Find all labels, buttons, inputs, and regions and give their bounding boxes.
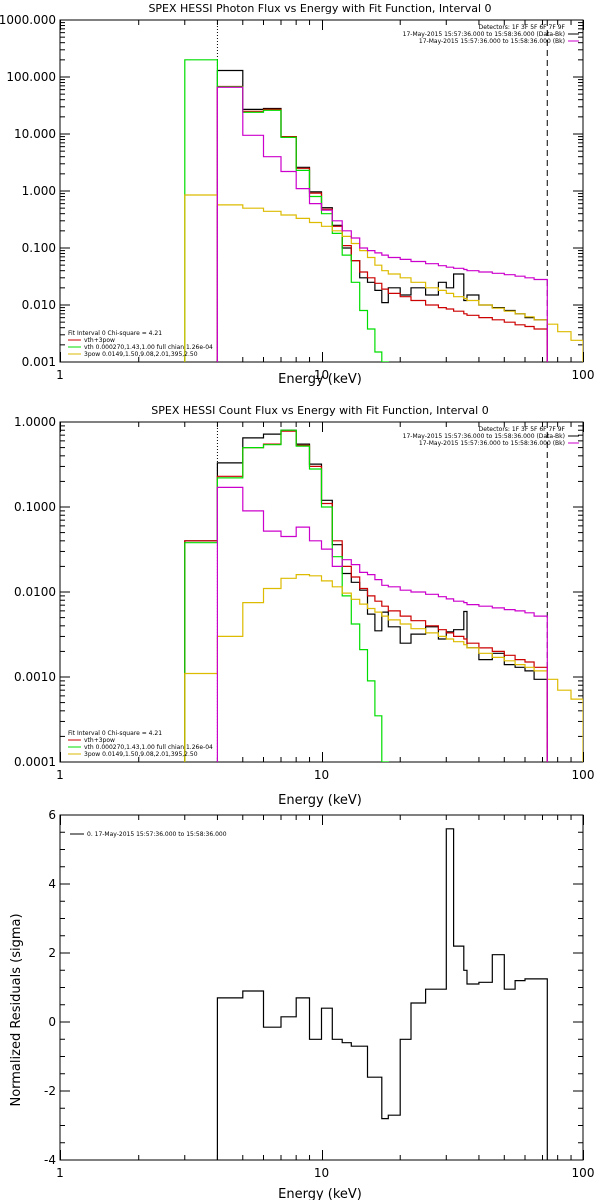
panel-title: SPEX HESSI Count Flux vs Energy with Fit… [151, 404, 488, 417]
x-tick-label: 100 [572, 368, 595, 382]
x-tick-label: 1 [56, 768, 64, 782]
y-tick-label: 0.001 [22, 355, 56, 369]
x-tick-label: 1 [56, 1166, 64, 1180]
series-line [184, 59, 389, 362]
series-line [216, 85, 548, 362]
annotation-text: 3pow 0.0149,1.50,9.08,2.01,395,2.50 [84, 351, 198, 358]
annotation-text: 17-May-2015 15:57:36.000 to 15:58:36.000… [419, 440, 565, 447]
y-tick-label: 0.0010 [14, 670, 56, 684]
y-tick-label: 1.0000 [14, 415, 56, 429]
y-tick-label: 10.000 [14, 127, 56, 141]
y-tick-label: 1000.000 [0, 13, 56, 27]
series-line [216, 828, 548, 1160]
annotation-text: vth+3pow [84, 337, 115, 344]
plot-area: 1 10 100 0.0001 0.0010 0.0100 0.1000 1.0000 Dete… [14, 415, 594, 782]
x-axis-label: Energy (keV) [278, 793, 362, 808]
series-group [184, 429, 583, 762]
annotation-text: Detectors: 1F 3F 5F 6F 7F 9F [479, 426, 566, 433]
x-axis-label: Energy (keV) [278, 372, 362, 387]
x-tick-label: 100 [572, 1166, 595, 1180]
x-tick-label: 10 [314, 368, 329, 382]
series-line [184, 430, 548, 762]
y-tick-label: 2 [48, 946, 56, 960]
y-tick-label: 6 [48, 808, 56, 822]
x-tick-label: 1 [56, 368, 64, 382]
annotation-text: 17-May-2015 15:57:36.000 to 15:58:36.000… [419, 38, 565, 45]
annotation-text: vth+3pow [84, 737, 115, 744]
annotation-text: Fit Interval 0 Chi-square = 4.21 [68, 330, 162, 337]
y-tick-label: 0 [48, 1015, 56, 1029]
panel-title: SPEX HESSI Photon Flux vs Energy with Fi… [148, 2, 491, 15]
y-tick-label: 0.0001 [14, 755, 56, 769]
y-tick-label: -4 [44, 1153, 56, 1167]
x-axis-label: Energy (keV) [278, 1187, 362, 1200]
y-tick-label: 4 [48, 877, 56, 891]
y-tick-label: 0.100 [22, 241, 56, 255]
legend-label: 0. 17-May-2015 15:57:36.000 to 15:58:36.… [87, 831, 227, 838]
annotation-text: Detectors: 1F 3F 5F 6F 7F 9F [479, 24, 566, 31]
series-group [216, 828, 548, 1160]
y-axis-label: Normalized Residuals (sigma) [9, 913, 24, 1106]
y-tick-label: 0.010 [22, 298, 56, 312]
plot-area: 1 10 100 0.001 0.010 0.100 1.000 10.000 100.000 1… [0, 13, 594, 382]
x-tick-label: 100 [572, 768, 595, 782]
series-line [216, 486, 548, 762]
panel-photon-flux: SPEX HESSI Photon Flux vs Energy with Fi… [0, 2, 594, 387]
panel-residuals: 1 10 100 -4 -2 0 2 4 6 0. 17-May-2015 15:57:36.00… [9, 808, 594, 1200]
annotation-text: vth 0.000270,1.43,1.00 full chian 1.26e-… [84, 344, 213, 351]
plot-area: 1 10 100 -4 -2 0 2 4 6 0. 17-May-2015 15:57:36.00… [44, 808, 594, 1180]
series-line [184, 194, 583, 362]
annotation-text: vth 0.000270,1.43,1.00 full chian 1.26e-… [84, 744, 213, 751]
series-group [184, 59, 583, 362]
annotation-text: 3pow 0.0149,1.50,9.08,2.01,395,2.50 [84, 751, 198, 758]
y-tick-label: 0.1000 [14, 500, 56, 514]
y-tick-label: -2 [44, 1084, 56, 1098]
y-tick-label: 1.000 [22, 184, 56, 198]
series-line [216, 86, 548, 362]
y-tick-label: 100.000 [6, 70, 56, 84]
annotation-text: 17-May-2015 15:57:36.000 to 15:58:36.000… [403, 433, 565, 440]
series-line [184, 574, 583, 762]
annotation-text: 17-May-2015 15:57:36.000 to 15:58:36.000… [403, 31, 565, 38]
x-tick-label: 10 [314, 768, 329, 782]
y-tick-label: 0.0100 [14, 585, 56, 599]
x-tick-label: 10 [314, 1166, 329, 1180]
series-line [184, 429, 548, 762]
panel-count-flux: SPEX HESSI Count Flux vs Energy with Fit… [14, 404, 594, 808]
annotation-text: Fit Interval 0 Chi-square = 4.21 [68, 730, 162, 737]
series-line [184, 429, 389, 762]
